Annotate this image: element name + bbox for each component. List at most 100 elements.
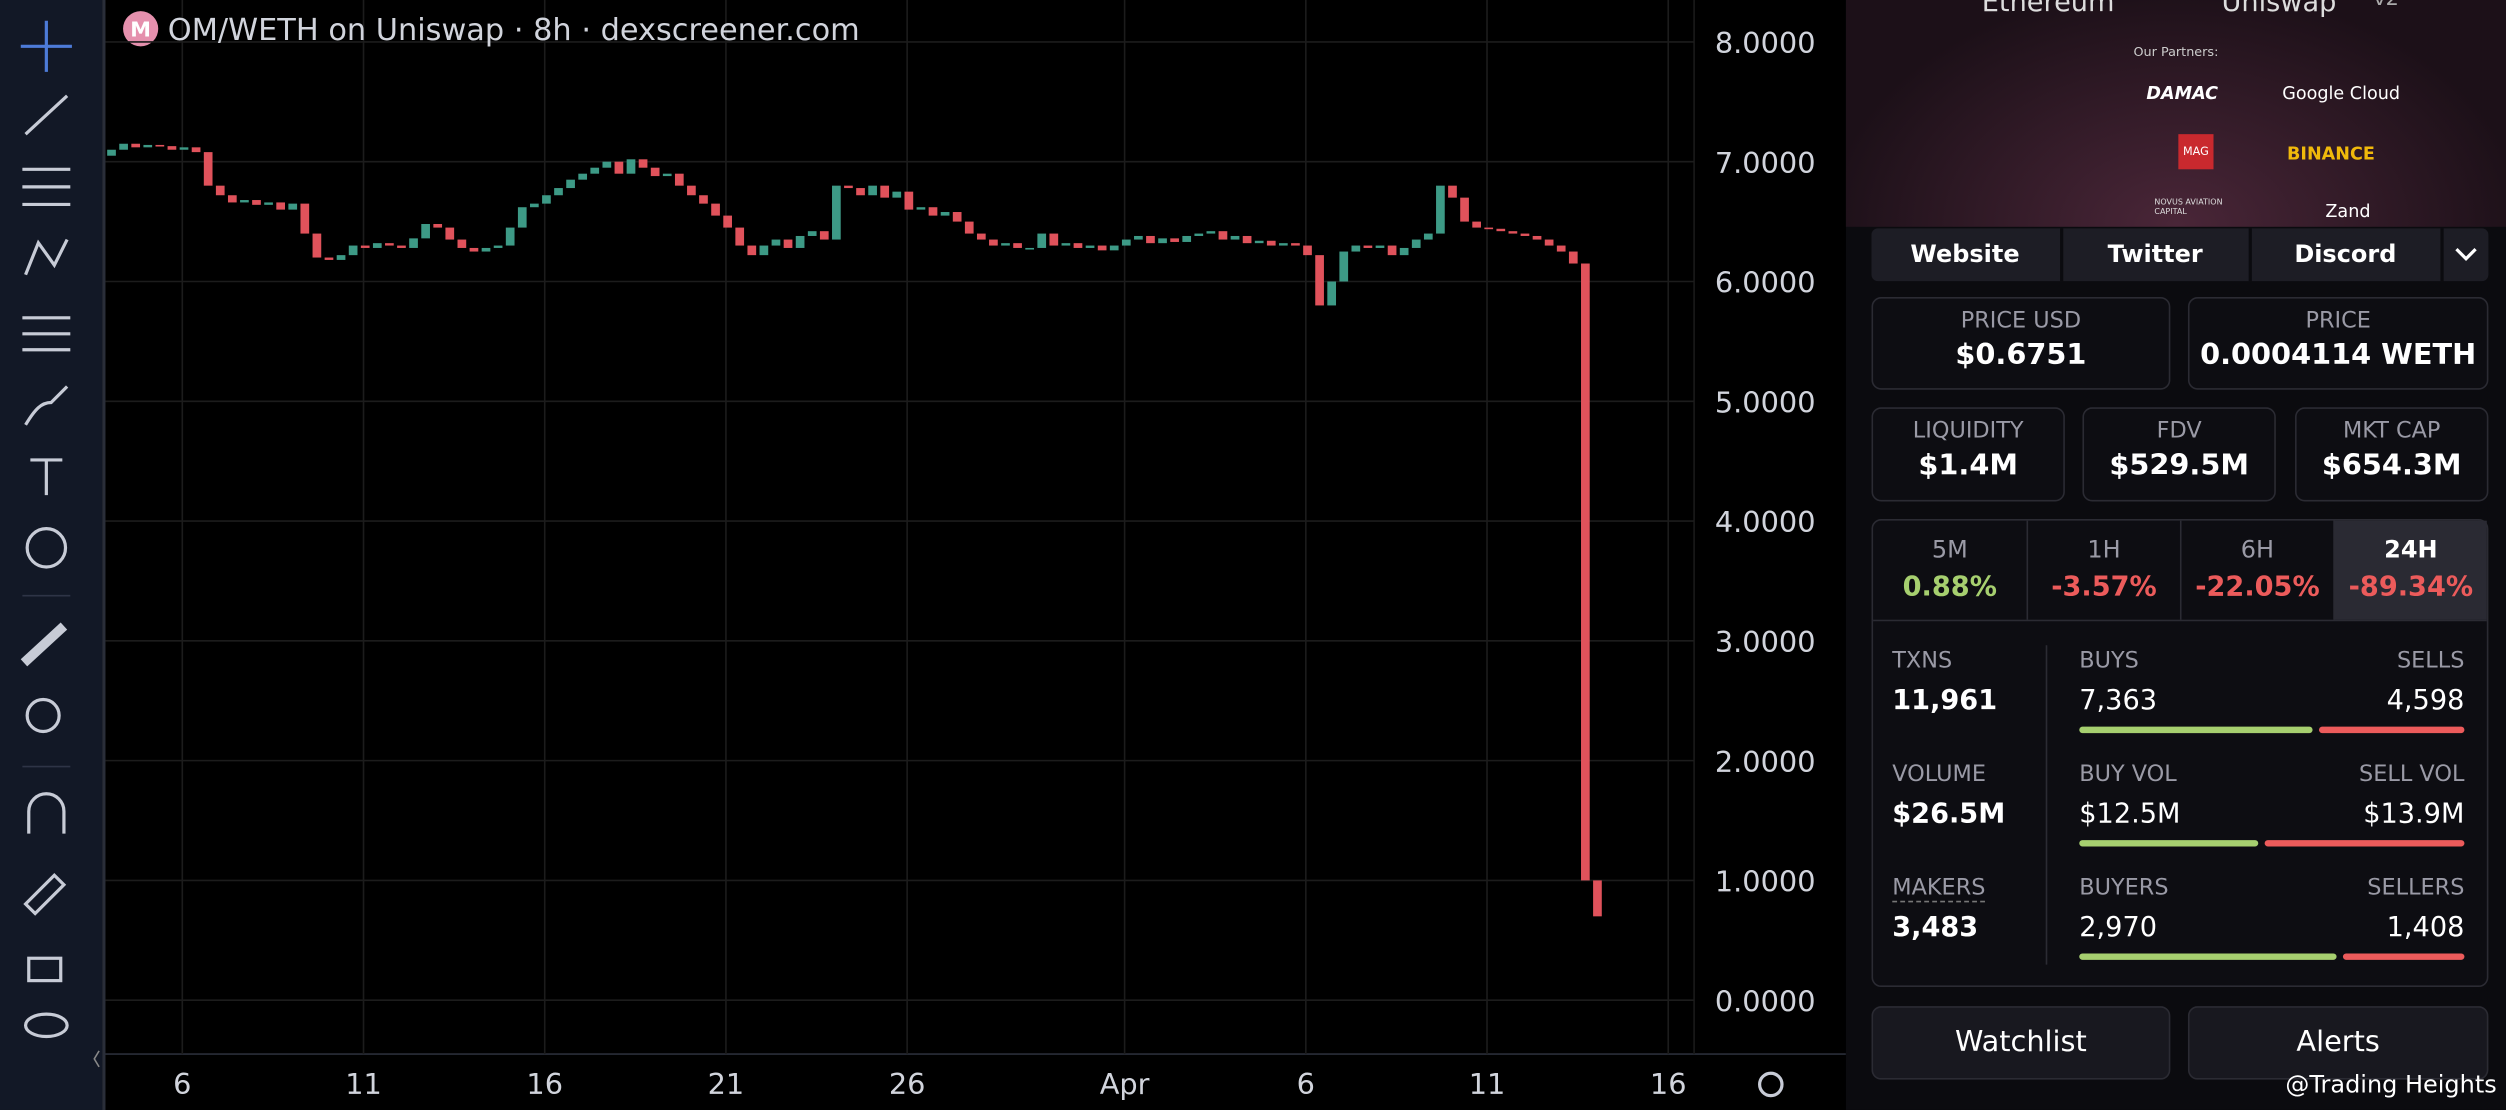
candle-body — [674, 173, 684, 186]
candle-body — [481, 247, 491, 252]
website-link[interactable]: Website — [1910, 239, 2020, 269]
price-value: 0.0004114 WETH — [2200, 338, 2477, 373]
twitter-link[interactable]: Twitter — [2107, 239, 2203, 269]
x-tick-label: 26 — [889, 1067, 926, 1101]
candle-body — [844, 185, 853, 189]
watchlist-button[interactable]: Watchlist — [1871, 1006, 2171, 1080]
candle-body — [1448, 185, 1457, 198]
stat-label: SELLERS — [2367, 875, 2465, 901]
partner: MAG — [2178, 134, 2214, 170]
timeframe-tab[interactable]: 6H -22.05% — [2179, 520, 2333, 620]
toolbar-border — [102, 0, 106, 1110]
candle-body — [1194, 233, 1204, 236]
candle-body — [517, 207, 527, 228]
line-tool[interactable] — [24, 94, 69, 136]
candle-body — [626, 159, 636, 174]
lock-draw-tool[interactable] — [23, 872, 67, 916]
candle-body — [252, 200, 261, 205]
discord-link[interactable]: Discord — [2294, 239, 2397, 269]
stat-value: 2,970 — [2079, 911, 2158, 944]
candle-body — [1387, 245, 1397, 256]
alerts-button[interactable]: Alerts — [2187, 1006, 2489, 1080]
candle-body — [747, 245, 757, 256]
timeframe-tab[interactable]: 24H -89.34% — [2333, 520, 2487, 620]
candle-body — [940, 212, 950, 216]
candle-body — [554, 188, 563, 196]
candle-body — [1037, 233, 1047, 248]
timeframe-tab[interactable]: 5M 0.88% — [1873, 521, 2026, 620]
x-tick-label: 11 — [345, 1067, 382, 1101]
emoji-tool[interactable] — [25, 527, 68, 569]
mkt-cap-label: MKT CAP — [2342, 418, 2441, 444]
mkt-cap-value: $654.3M — [2321, 448, 2462, 483]
lock-tool[interactable] — [27, 956, 63, 983]
pattern-tool[interactable] — [24, 238, 69, 276]
partner: BINANCE — [2287, 143, 2375, 165]
candle-body — [916, 207, 926, 210]
stat-value: $13.9M — [2363, 798, 2465, 831]
timeframe-label: 24H — [2384, 535, 2438, 564]
candle-body — [1146, 235, 1155, 244]
stat-value: 7,363 — [2079, 685, 2158, 718]
candle-body — [505, 227, 515, 246]
token-icon — [123, 11, 159, 47]
partner: NOVUS AVIATION CAPITAL — [2154, 198, 2223, 218]
partners-title: Our Partners: — [2133, 44, 2219, 60]
candle-body — [1013, 243, 1022, 248]
buy-bar — [2079, 953, 2337, 960]
timeframe-tab[interactable]: 1H -3.57% — [2026, 520, 2180, 620]
more-links[interactable] — [2453, 244, 2479, 263]
fdv-value: $529.5M — [2109, 448, 2249, 483]
candle-body — [409, 238, 418, 248]
candle-body — [276, 202, 286, 210]
candle-body — [457, 239, 467, 248]
hide-tool[interactable] — [23, 1012, 69, 1039]
price-usd-label: PRICE USD — [1960, 308, 2082, 334]
forecast-tool[interactable] — [22, 316, 71, 352]
candle-body — [131, 143, 141, 148]
candle-body — [1170, 238, 1179, 242]
x-tick-label: Apr — [1100, 1067, 1150, 1101]
ruler-tool[interactable] — [20, 622, 68, 667]
y-tick-label: 4.0000 — [1715, 505, 1816, 539]
candle-body — [1134, 235, 1143, 240]
candle-body — [1061, 243, 1071, 246]
text-tool[interactable] — [30, 458, 63, 496]
candle-body — [1230, 235, 1240, 240]
settings-icon[interactable] — [1758, 1071, 1784, 1098]
candle-body — [107, 149, 116, 156]
buy-sell-stats: BUYS SELLS 7,363 4,598 BUY VOL SELL VOL $12.5M… — [2079, 648, 2464, 983]
candle-body — [880, 185, 890, 198]
candle-body — [1520, 233, 1530, 236]
tool-icons — [20, 20, 72, 1039]
candle-body — [240, 200, 249, 203]
candle-body — [687, 185, 696, 196]
candle-body — [711, 203, 720, 216]
fib-tool[interactable] — [22, 167, 71, 207]
zoom-tool[interactable] — [25, 697, 61, 734]
dex-label: Uniswap — [2221, 0, 2337, 20]
candle-body — [227, 195, 237, 203]
txns-label: TXNS — [1892, 648, 1953, 674]
candle-body — [1399, 247, 1409, 256]
candle-body — [662, 173, 672, 177]
price-label: PRICE — [2305, 308, 2371, 334]
y-tick-label: 6.0000 — [1715, 266, 1816, 300]
candle-body — [1254, 240, 1264, 244]
chain-label: Ethereum — [1981, 0, 2115, 20]
crosshair-tool[interactable] — [20, 20, 72, 72]
collapse-toolbar[interactable] — [93, 1050, 100, 1068]
candle-body — [590, 167, 600, 174]
candle-body — [300, 203, 310, 234]
magnet-tool[interactable] — [27, 792, 66, 834]
partner: DAMAC — [2146, 83, 2219, 104]
brush-tool[interactable] — [24, 385, 69, 426]
stats-box: 5M 0.88% 1H -3.57% 6H -22.05% 24H -89.34% TXNS … — [1871, 519, 2489, 988]
candle-body — [832, 185, 841, 240]
candle-body — [735, 227, 745, 246]
candle-body — [1544, 239, 1554, 246]
watermark: @Trading Heights — [2285, 1070, 2497, 1099]
candle-body — [397, 245, 406, 248]
